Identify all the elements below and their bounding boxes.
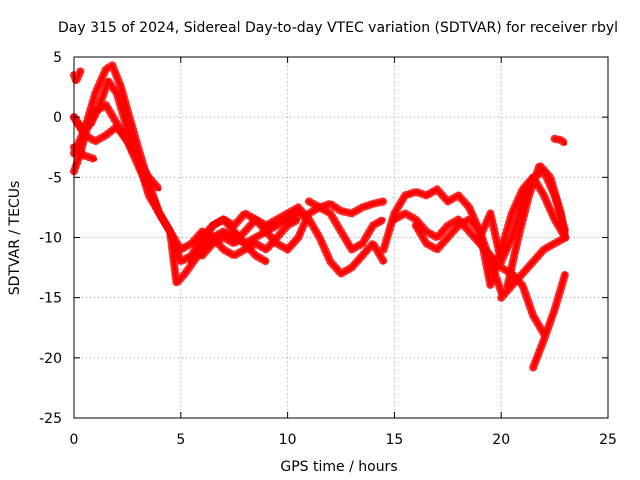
x-tick-label: 10 (279, 432, 297, 448)
series-sat-l (411, 173, 570, 290)
x-tick-label: 25 (599, 432, 617, 448)
series-sat-q (550, 134, 570, 148)
y-axis-label: SDTVAR / TECUs (7, 181, 23, 296)
axis-ticks: 0 5 10 15 20 25 5 0 -5 -10 -15 -20 -25 (39, 50, 617, 448)
series-sat-g (187, 203, 388, 266)
series-sat-i (305, 197, 388, 218)
series-markers (503, 161, 570, 290)
series-markers (529, 269, 570, 372)
y-tick-label: -20 (39, 351, 62, 367)
x-tick-label: 0 (70, 432, 79, 448)
series-sat-f (70, 67, 85, 86)
series-sat-o (529, 269, 570, 372)
series-markers (198, 203, 388, 278)
series-sat-h (198, 203, 388, 278)
series-sat-d (70, 101, 164, 194)
series-sat-n (503, 161, 570, 290)
y-tick-label: -10 (39, 231, 62, 247)
y-tick-label: 5 (53, 50, 62, 66)
series-markers (70, 61, 303, 260)
series-markers (550, 134, 570, 148)
series-markers (70, 101, 164, 194)
series-sat-e (70, 143, 100, 164)
x-axis-label: GPS time / hours (280, 459, 397, 475)
series-markers (70, 67, 85, 86)
series-sat-p (497, 233, 570, 302)
series-markers (497, 233, 570, 302)
y-tick-label: -25 (39, 411, 62, 427)
series-markers (411, 173, 570, 290)
series-markers (305, 197, 388, 218)
chart-title: Day 315 of 2024, Sidereal Day-to-day VTE… (58, 20, 618, 36)
series-markers (187, 203, 388, 266)
x-tick-label: 20 (492, 432, 510, 448)
x-tick-label: 5 (176, 432, 185, 448)
x-tick-label: 15 (385, 432, 403, 448)
series-group (70, 61, 570, 372)
y-tick-label: -15 (39, 291, 62, 307)
series-markers (70, 143, 100, 164)
series-sat-a (70, 61, 303, 260)
y-tick-label: -5 (48, 170, 62, 186)
y-tick-label: 0 (53, 110, 62, 126)
